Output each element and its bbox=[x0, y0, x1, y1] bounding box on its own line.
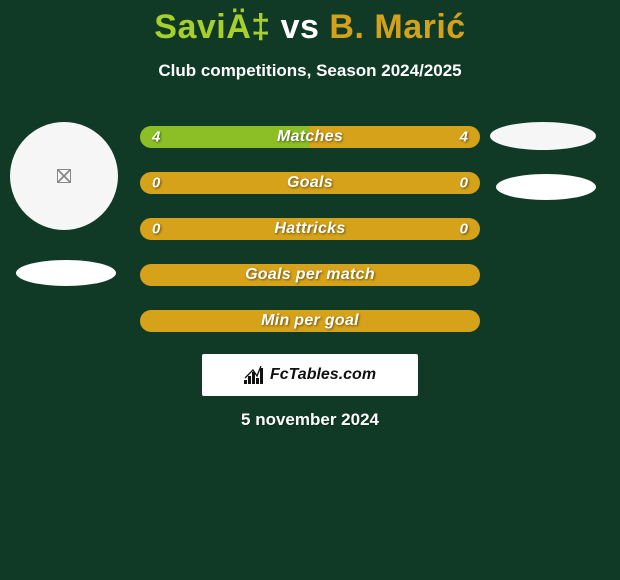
stat-label: Goals bbox=[287, 174, 333, 192]
stat-bar: Matches 4 4 bbox=[140, 126, 480, 148]
player2-photo-shadow bbox=[496, 174, 596, 200]
player2-photo-placeholder bbox=[490, 122, 596, 150]
stat-bar: Goals per match bbox=[140, 264, 480, 286]
attribution-badge: FcTables.com bbox=[202, 354, 418, 396]
stat-bar: Hattricks 0 0 bbox=[140, 218, 480, 240]
vs-separator: vs bbox=[271, 8, 330, 46]
player1-photo-placeholder bbox=[10, 122, 118, 230]
stat-label: Min per goal bbox=[261, 312, 359, 330]
stat-value-left: 4 bbox=[152, 129, 160, 146]
player2-name: B. Marić bbox=[329, 8, 465, 46]
stat-value-left: 0 bbox=[152, 221, 160, 238]
stat-value-left: 0 bbox=[152, 175, 160, 192]
stat-value-right: 0 bbox=[460, 221, 468, 238]
player1-photo-shadow bbox=[16, 260, 116, 286]
stat-label: Matches bbox=[277, 128, 343, 146]
player1-photo-block bbox=[10, 122, 118, 286]
stat-label: Goals per match bbox=[245, 266, 375, 284]
infographic-date: 5 november 2024 bbox=[0, 410, 620, 430]
stat-value-right: 4 bbox=[460, 129, 468, 146]
player1-name: SaviÄ‡ bbox=[154, 8, 270, 46]
stat-label: Hattricks bbox=[274, 220, 345, 238]
comparison-infographic: SaviÄ‡ vs B. Marić Club competitions, Se… bbox=[0, 0, 620, 580]
stat-value-right: 0 bbox=[460, 175, 468, 192]
stats-bars: Matches 4 4 Goals 0 0 Hattricks 0 0 Goals per mat… bbox=[140, 126, 480, 356]
player2-photo-block bbox=[490, 122, 596, 200]
stat-bar: Goals 0 0 bbox=[140, 172, 480, 194]
fctables-logo-icon bbox=[244, 366, 266, 384]
attribution-text: FcTables.com bbox=[270, 366, 376, 384]
stat-bar: Min per goal bbox=[140, 310, 480, 332]
page-title: SaviÄ‡ vs B. Marić bbox=[0, 0, 620, 47]
broken-image-icon bbox=[57, 169, 71, 183]
subtitle: Club competitions, Season 2024/2025 bbox=[0, 61, 620, 81]
